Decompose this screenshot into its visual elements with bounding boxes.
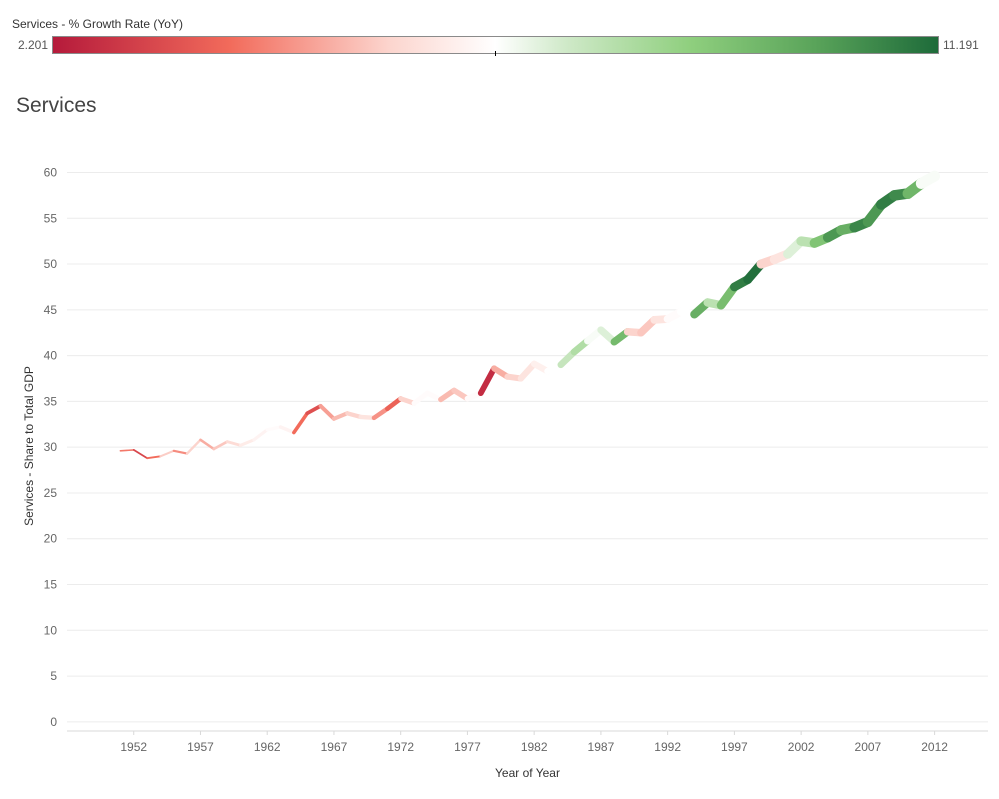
line-segment — [252, 428, 269, 442]
x-tick-label: 1977 — [454, 740, 481, 754]
line-segment — [185, 438, 202, 455]
line-segment — [278, 425, 296, 435]
x-tick-label: 1972 — [387, 740, 414, 754]
line-segment — [331, 411, 350, 421]
x-tick-label: 1997 — [721, 740, 748, 754]
x-axis-title: Year of Year — [495, 766, 560, 780]
x-tick-label: 1957 — [187, 740, 214, 754]
y-tick-label: 40 — [44, 349, 58, 363]
line-segment — [305, 404, 323, 416]
y-tick-label: 20 — [44, 532, 58, 546]
x-tick-label: 2012 — [921, 740, 948, 754]
line-segment — [225, 440, 242, 447]
legend-title: Services - % Growth Rate (YoY) — [12, 17, 183, 31]
x-tick-label: 1982 — [521, 740, 548, 754]
y-tick-label: 35 — [44, 394, 58, 408]
y-tick-label: 15 — [44, 578, 58, 592]
x-tick-label: 1952 — [120, 740, 147, 754]
line-segment — [119, 449, 135, 452]
line-segment — [477, 365, 498, 397]
line-segment — [371, 406, 390, 421]
line-segment — [132, 449, 148, 460]
line-segment — [199, 438, 216, 451]
x-tick-label: 2007 — [855, 740, 882, 754]
line-segment — [172, 449, 189, 455]
line-segment — [384, 396, 404, 412]
legend-midpoint-tick — [495, 51, 496, 56]
legend-min-label: 2.201 — [17, 38, 48, 52]
line-segment — [411, 390, 430, 406]
y-tick-label: 5 — [50, 669, 57, 683]
y-axis-title: Services - Share to Total GDP — [22, 366, 36, 526]
line-segment — [292, 411, 310, 435]
y-tick-label: 30 — [44, 440, 58, 454]
y-tick-label: 0 — [50, 715, 57, 729]
line-segment — [915, 170, 941, 189]
line-segment — [239, 438, 256, 447]
line-segment — [159, 449, 175, 458]
chart-title: Services — [16, 94, 97, 117]
y-tick-label: 10 — [44, 623, 58, 637]
y-tick-label: 45 — [44, 303, 58, 317]
line-segment — [212, 440, 229, 451]
y-tick-label: 25 — [44, 486, 58, 500]
y-tick-label: 55 — [44, 211, 58, 225]
line-segment — [265, 425, 283, 432]
x-tick-label: 1967 — [321, 740, 348, 754]
x-tick-label: 1992 — [654, 740, 681, 754]
x-tick-label: 2002 — [788, 740, 815, 754]
line-segment — [345, 411, 363, 420]
x-tick-label: 1987 — [588, 740, 615, 754]
y-tick-label: 60 — [44, 165, 58, 179]
line-segment — [146, 455, 162, 460]
y-tick-label: 50 — [44, 257, 58, 271]
legend-max-label: 11.191 — [943, 38, 979, 52]
x-tick-label: 1962 — [254, 740, 281, 754]
line-segment — [517, 360, 538, 382]
line-segment — [318, 403, 336, 421]
